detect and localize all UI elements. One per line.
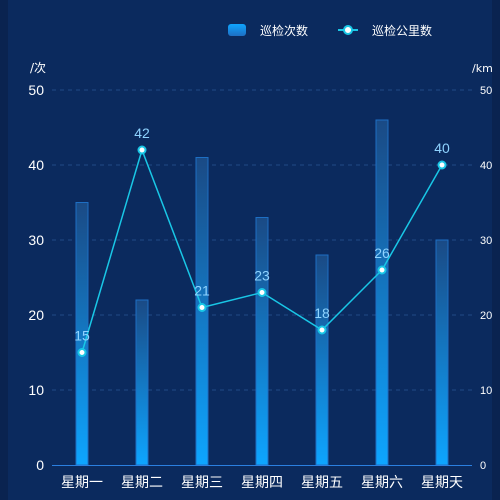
y-right-tick-30: 30: [480, 235, 492, 247]
y-left-tick-20: 20: [28, 307, 44, 323]
y-left-tick-50: 50: [28, 82, 44, 98]
y-right-tick-10: 10: [480, 385, 492, 397]
x-tick-label-2: 星期三: [181, 475, 223, 491]
bar-3[interactable]: [255, 217, 269, 466]
y-left-tick-40: 40: [28, 157, 44, 173]
y-right-tick-0: 0: [480, 460, 486, 472]
x-tick-label-5: 星期六: [361, 475, 403, 491]
line-point-2[interactable]: [197, 303, 207, 312]
legend-bar-swatch[interactable]: [228, 24, 246, 36]
data-label-0: 15: [74, 328, 90, 344]
legend-line-label[interactable]: 巡检公里数: [372, 23, 432, 38]
y-left-tick-0: 0: [36, 457, 44, 473]
data-label-1: 42: [134, 125, 150, 141]
data-label-3: 23: [254, 268, 270, 284]
legend-bar-label[interactable]: 巡检次数: [260, 23, 308, 38]
x-tick-label-3: 星期四: [241, 475, 283, 491]
line-point-3[interactable]: [257, 288, 267, 297]
data-label-4: 18: [314, 305, 330, 321]
data-label-6: 40: [434, 140, 450, 156]
bar-1[interactable]: [135, 299, 149, 466]
line-point-0[interactable]: [77, 348, 87, 357]
x-tick-label-1: 星期二: [121, 475, 163, 491]
frame-edge-left: [0, 0, 8, 500]
y-right-tick-40: 40: [480, 160, 492, 172]
y-right-unit: /km: [472, 62, 493, 75]
y-right-tick-50: 50: [480, 85, 492, 97]
y-left-tick-10: 10: [28, 382, 44, 398]
line-point-4[interactable]: [317, 325, 327, 335]
data-label-2: 21: [194, 283, 210, 299]
frame-edge-right: [492, 0, 500, 500]
line-point-5[interactable]: [377, 265, 387, 275]
bar-6[interactable]: [435, 239, 449, 466]
y-left-tick-30: 30: [28, 232, 44, 248]
y-right-tick-20: 20: [480, 310, 492, 322]
x-tick-label-6: 星期天: [421, 475, 463, 491]
bar-5[interactable]: [375, 119, 389, 466]
legend-line-marker[interactable]: [343, 25, 353, 35]
line-point-1[interactable]: [137, 145, 147, 155]
x-tick-label-0: 星期一: [61, 475, 103, 491]
bar-4[interactable]: [315, 254, 329, 466]
data-label-5: 26: [374, 245, 390, 261]
line-point-6[interactable]: [437, 160, 447, 170]
y-left-unit: /次: [30, 61, 46, 75]
x-tick-label-4: 星期五: [301, 475, 343, 491]
